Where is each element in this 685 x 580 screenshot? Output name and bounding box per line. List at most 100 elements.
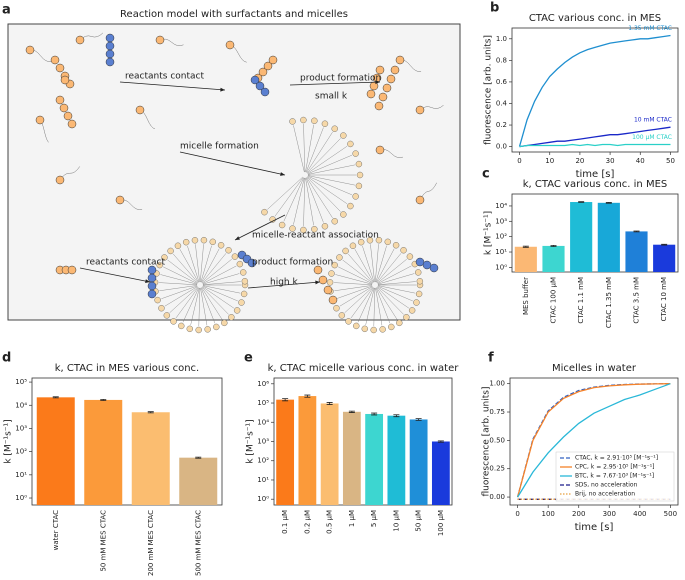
- error-bar: [52, 396, 59, 399]
- tail: [202, 281, 241, 285]
- head: [236, 260, 244, 268]
- head: [331, 125, 338, 132]
- tail: [202, 258, 232, 284]
- error-bar: [371, 412, 378, 416]
- y-tick-label: 0.4: [496, 99, 508, 107]
- error-bar: [578, 201, 585, 203]
- chart-title: Micelles in water: [552, 363, 637, 374]
- tail: [305, 127, 324, 173]
- legend-label: CTAC, k = 2.91·10⁵ [M⁻¹s⁻¹]: [575, 455, 658, 462]
- x-tick-label: CTAC 3.5 mM: [633, 277, 641, 324]
- tail: [375, 244, 379, 283]
- x-tick-label: CTAC 10 mM: [660, 277, 668, 321]
- head: [300, 226, 307, 234]
- tail: [305, 177, 324, 223]
- x-tick-label: 10: [545, 157, 554, 165]
- series-line: [519, 126, 671, 148]
- bar: [570, 202, 593, 272]
- y-tick-label: 10³: [257, 438, 269, 446]
- bar: [409, 419, 428, 505]
- y-tick-label: 1.0: [496, 35, 507, 43]
- bead: [260, 87, 270, 97]
- head: [191, 237, 199, 244]
- tail: [377, 285, 416, 294]
- head: [415, 290, 423, 298]
- tail: [173, 253, 199, 283]
- head: [241, 278, 249, 285]
- y-tick-label: 10⁴: [257, 418, 269, 426]
- bead: [375, 145, 385, 155]
- bead: [67, 265, 77, 275]
- bar: [365, 413, 384, 505]
- diagram-label: reactants contact: [86, 258, 165, 268]
- tail: [293, 125, 305, 173]
- head: [158, 304, 165, 312]
- head: [336, 254, 343, 261]
- bead: [386, 74, 396, 84]
- head: [163, 312, 171, 319]
- tail: [163, 266, 198, 284]
- y-tick-label: 1.00: [489, 380, 505, 388]
- bar: [431, 441, 450, 505]
- tail: [350, 287, 374, 319]
- y-tick-label: 10⁴: [15, 401, 27, 409]
- tail: [375, 287, 391, 324]
- x-tick-label: 500 mM MES CTAC: [194, 510, 202, 576]
- tail: [159, 282, 198, 286]
- head: [388, 323, 395, 331]
- x-tick-label: 50 mM MES CTAC: [99, 510, 107, 572]
- tail: [342, 259, 373, 284]
- bar: [514, 246, 537, 272]
- x-tick-label: 0.2 µM: [303, 510, 311, 534]
- y-tick-label: 10⁵: [257, 399, 269, 407]
- bar: [625, 231, 648, 272]
- arrow: [119, 81, 226, 91]
- head: [221, 319, 228, 327]
- head: [375, 236, 383, 244]
- panel-letter: c: [482, 167, 490, 182]
- head: [331, 218, 338, 225]
- bead: [382, 83, 392, 93]
- error-bar: [282, 398, 289, 402]
- bar: [179, 457, 218, 505]
- head: [217, 242, 225, 249]
- tail: [274, 177, 304, 217]
- arrow: [234, 214, 286, 241]
- diagram-label: micelle-reactant association: [252, 231, 379, 241]
- x-tick-label: CTAC 100 µM: [550, 277, 558, 323]
- tail: [161, 285, 198, 299]
- head: [289, 118, 296, 125]
- head: [238, 299, 245, 306]
- bead: [323, 285, 333, 295]
- bar: [342, 411, 361, 505]
- tail: [377, 265, 412, 284]
- chart-title: k, CTAC in MES various conc.: [55, 363, 199, 374]
- tail: [159, 285, 198, 291]
- head: [231, 253, 239, 260]
- tail: [200, 287, 216, 324]
- tail: [307, 146, 348, 174]
- error-bar: [147, 411, 154, 414]
- x-tick-label: 0.5 µM: [326, 510, 334, 534]
- head: [261, 208, 268, 216]
- tail: [335, 274, 373, 285]
- tail: [307, 164, 356, 175]
- head: [209, 238, 216, 246]
- diagram-frame: [7, 23, 461, 321]
- head: [333, 304, 340, 312]
- surfactant: [59, 166, 81, 181]
- tail: [307, 176, 348, 204]
- head: [278, 221, 286, 229]
- y-tick-label: 0.25: [489, 465, 505, 473]
- tail: [201, 287, 223, 320]
- tail: [307, 154, 353, 175]
- head: [352, 150, 359, 157]
- head: [396, 319, 403, 327]
- plot-frame: [509, 377, 679, 506]
- surfactant: [419, 182, 437, 201]
- bead: [247, 258, 257, 268]
- plot-frame: [511, 27, 679, 153]
- bar: [298, 396, 317, 505]
- head: [379, 326, 386, 333]
- error-bar: [304, 394, 311, 398]
